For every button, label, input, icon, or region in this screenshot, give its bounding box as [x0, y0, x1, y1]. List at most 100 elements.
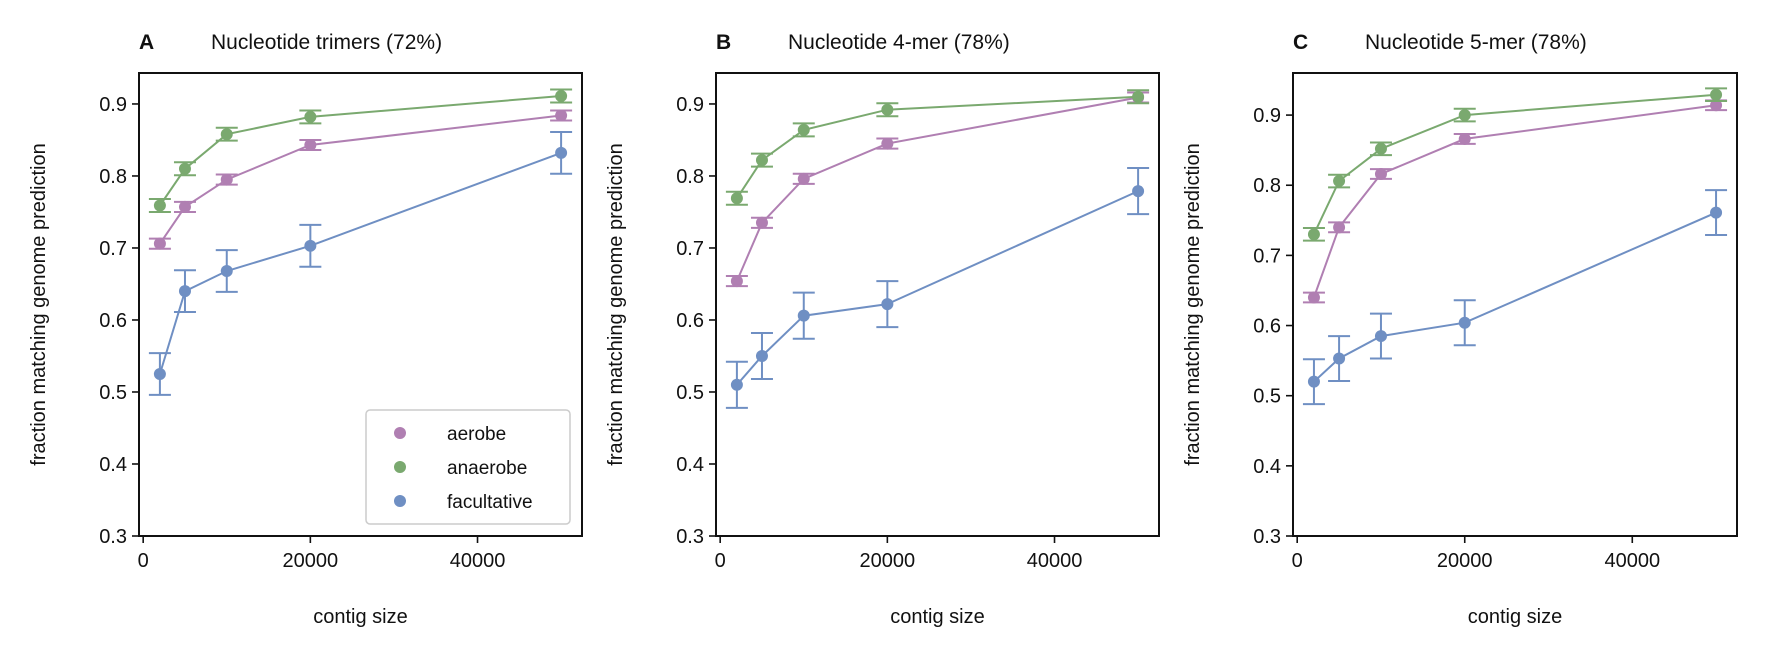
x-tick-label: 40000 — [450, 550, 506, 572]
panel-title: Nucleotide 5-mer (78%) — [1365, 31, 1587, 54]
y-tick-label: 0.8 — [676, 166, 704, 188]
data-point — [1333, 221, 1346, 234]
y-tick-label: 0.5 — [99, 382, 127, 404]
panel-letter: B — [716, 31, 731, 54]
data-point — [1710, 206, 1723, 219]
y-tick-label: 0.3 — [99, 526, 127, 548]
data-point — [755, 349, 768, 362]
series-line — [159, 95, 562, 207]
series-line — [1312, 104, 1717, 298]
data-point — [220, 128, 233, 141]
panel-letter: A — [139, 31, 154, 54]
data-point — [730, 378, 743, 391]
legend-box — [365, 409, 571, 525]
panel-letter: C — [1293, 31, 1308, 54]
data-point — [730, 192, 743, 205]
y-tick-label: 0.5 — [676, 382, 704, 404]
legend-label: anaerobe — [447, 458, 527, 479]
data-point — [881, 137, 894, 150]
y-tick-label: 0.4 — [1253, 456, 1281, 478]
data-point — [1374, 142, 1387, 155]
series-line — [1312, 93, 1717, 235]
data-point — [797, 123, 810, 136]
series-anaerobe — [1302, 87, 1728, 242]
series-aerobe — [1302, 99, 1728, 304]
y-tick-label: 0.8 — [1253, 175, 1281, 197]
data-point — [304, 239, 317, 252]
x-tick-label: 20000 — [283, 550, 339, 572]
data-point — [755, 154, 768, 167]
legend-label: aerobe — [447, 424, 506, 445]
x-tick-label: 0 — [715, 550, 726, 572]
y-tick-label: 0.4 — [676, 454, 704, 476]
series-facultative — [148, 131, 573, 396]
data-point — [153, 367, 166, 380]
data-point — [153, 237, 166, 250]
data-point — [220, 265, 233, 278]
data-point — [555, 146, 568, 159]
legend-marker — [394, 495, 406, 507]
data-point — [304, 110, 317, 123]
x-tick-label: 40000 — [1027, 550, 1083, 572]
x-tick-label: 0 — [1292, 550, 1303, 572]
data-point — [1333, 175, 1346, 188]
y-axis-label: fraction matching genome prediction — [28, 143, 50, 465]
x-tick-label: 40000 — [1604, 550, 1660, 572]
plot-frame — [715, 72, 1160, 537]
panel-title: Nucleotide 4-mer (78%) — [788, 31, 1010, 54]
data-point — [881, 298, 894, 311]
y-tick-label: 0.9 — [1253, 105, 1281, 127]
plot-frame — [138, 72, 583, 537]
series-aerobe — [725, 91, 1150, 288]
x-axis-label: contig size — [313, 606, 408, 628]
y-tick-label: 0.3 — [676, 526, 704, 548]
data-point — [1374, 330, 1387, 343]
data-point — [153, 199, 166, 212]
x-axis-label: contig size — [1468, 606, 1563, 628]
data-point — [1374, 168, 1387, 181]
panel-title: Nucleotide trimers (72%) — [211, 31, 442, 54]
data-point — [1710, 88, 1723, 101]
y-tick-label: 0.6 — [676, 310, 704, 332]
data-point — [1458, 132, 1471, 145]
series-line — [158, 151, 562, 375]
plot-frame — [1292, 72, 1738, 537]
y-tick-label: 0.3 — [1253, 526, 1281, 548]
y-axis-label: fraction matching genome prediction — [605, 143, 627, 465]
y-tick-label: 0.9 — [676, 94, 704, 116]
data-point — [178, 162, 191, 175]
series-line — [735, 96, 1139, 282]
data-point — [797, 309, 810, 322]
y-tick-label: 0.6 — [1253, 316, 1281, 338]
legend-marker — [394, 427, 406, 439]
y-tick-label: 0.9 — [99, 94, 127, 116]
series-anaerobe — [725, 89, 1150, 206]
data-point — [1710, 99, 1723, 112]
data-point — [1132, 185, 1145, 198]
x-tick-label: 20000 — [860, 550, 916, 572]
data-point — [755, 216, 768, 229]
series-line — [1313, 211, 1717, 383]
series-anaerobe — [148, 88, 573, 213]
y-tick-label: 0.7 — [676, 238, 704, 260]
panel-a: A Nucleotide trimers (72%) 0.3 0.4 0.5 0.6 0.7… — [28, 31, 583, 628]
data-point — [555, 109, 568, 122]
data-point — [304, 139, 317, 152]
x-tick-label: 0 — [138, 550, 149, 572]
data-point — [1307, 228, 1320, 241]
data-point — [178, 285, 191, 298]
data-point — [1307, 291, 1320, 304]
series-facultative — [1302, 189, 1728, 406]
y-tick-label: 0.4 — [99, 454, 127, 476]
series-facultative — [725, 167, 1150, 409]
series-aerobe — [148, 109, 573, 250]
y-axis-label: fraction matching genome prediction — [1182, 143, 1204, 465]
data-point — [1132, 90, 1145, 103]
panel-b: B Nucleotide 4-mer (78%) 0.3 0.4 0.5 0.6 0.7 0.… — [605, 31, 1160, 628]
data-point — [178, 200, 191, 213]
data-point — [730, 275, 743, 288]
data-point — [1307, 375, 1320, 388]
data-point — [555, 90, 568, 103]
y-tick-label: 0.7 — [1253, 245, 1281, 267]
series-line — [159, 114, 562, 245]
